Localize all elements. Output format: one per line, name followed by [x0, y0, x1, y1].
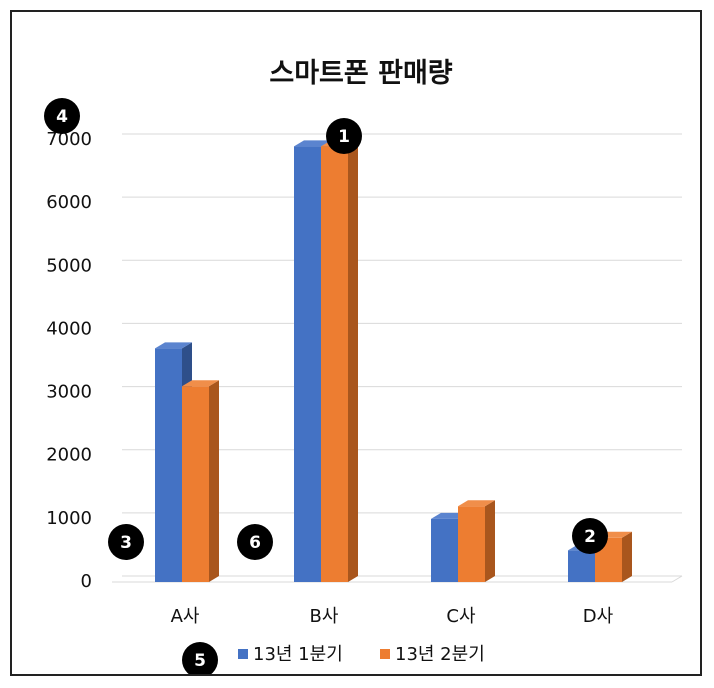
legend-swatch [238, 649, 248, 659]
y-tick-label: 2000 [46, 445, 92, 466]
badge-number: 4 [56, 107, 68, 127]
bar-side [485, 500, 495, 582]
bar-2-2 [321, 140, 358, 583]
x-tick-label: A사 [171, 606, 200, 627]
annotation-badge-5: 5 [182, 642, 218, 674]
legend-label: 13년 2분기 [395, 644, 485, 665]
badge-circle [44, 98, 80, 134]
bar-top [458, 500, 495, 507]
badge-circle [572, 518, 608, 554]
bar-front [294, 146, 321, 583]
y-tick-label: 1000 [46, 508, 92, 529]
annotation-badge-4: 4 [44, 98, 80, 134]
bar-side [348, 140, 358, 583]
bar-2-3 [458, 500, 495, 582]
bar-top [182, 380, 219, 387]
legend-item-2: 13년 2분기 [380, 644, 485, 665]
bar-front [182, 386, 209, 582]
chart-title: 스마트폰 판매량 [269, 58, 452, 89]
legend: 13년 1분기 13년 2분기 [238, 644, 485, 665]
legend-item-1: 13년 1분기 [238, 644, 343, 665]
badge-circle [108, 524, 144, 560]
badge-circle [182, 642, 218, 674]
badge-circle [326, 118, 362, 154]
bar-chart: 스마트폰 판매량 0 1000 2000 3000 4000 5000 6000 7000 A… [44, 58, 683, 674]
bar-side [209, 380, 219, 582]
baseline-depth [671, 575, 683, 583]
badge-number: 5 [194, 651, 206, 671]
y-tick-label: 4000 [46, 318, 92, 339]
bar-top [294, 140, 331, 147]
chart-frame: 스마트폰 판매량 0 1000 2000 3000 4000 5000 6000 7000 A… [10, 10, 702, 676]
badge-number: 2 [584, 527, 596, 547]
legend-swatch [380, 649, 390, 659]
legend-label: 13년 1분기 [253, 644, 343, 665]
bar-front [568, 550, 595, 582]
bar-side [622, 531, 632, 582]
x-tick-label: C사 [446, 606, 476, 627]
bar-front [458, 506, 485, 582]
badge-circle [237, 524, 273, 560]
bar-front [431, 518, 458, 582]
bar-front [321, 146, 348, 583]
annotation-badge-3: 3 [108, 524, 144, 560]
y-axis-ticks: 0 1000 2000 3000 4000 5000 6000 7000 [46, 129, 92, 592]
badge-number: 3 [120, 533, 132, 553]
bar-top [155, 342, 192, 349]
x-axis-ticks: A사 B사 C사 D사 [171, 606, 614, 627]
badge-number: 6 [249, 533, 261, 553]
y-tick-label: 6000 [46, 192, 92, 213]
bar-front [155, 348, 182, 582]
bars [155, 140, 632, 583]
x-tick-label: D사 [583, 606, 614, 627]
annotation-badge-6: 6 [237, 524, 273, 560]
annotation-badges: 1 2 3 4 5 6 [44, 98, 608, 674]
annotation-badge-1: 1 [326, 118, 362, 154]
annotation-badge-2: 2 [572, 518, 608, 554]
x-tick-label: B사 [310, 606, 339, 627]
y-tick-label: 5000 [46, 255, 92, 276]
y-tick-label: 7000 [46, 129, 92, 150]
bar-2-1 [182, 380, 219, 582]
y-tick-label: 0 [81, 571, 92, 592]
badge-number: 1 [338, 127, 350, 147]
y-tick-label: 3000 [46, 382, 92, 403]
